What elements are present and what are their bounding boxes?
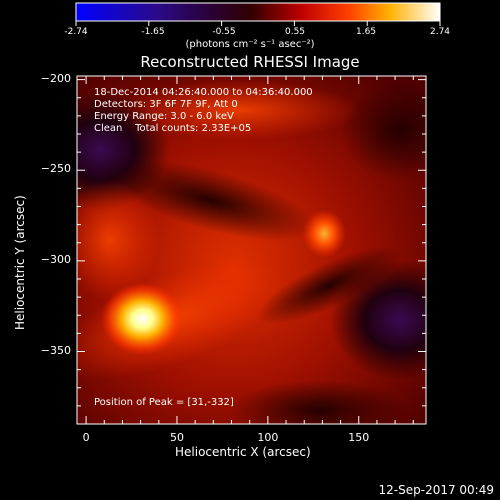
plot-frame: [76, 75, 427, 425]
colorbar-gradient: [75, 2, 441, 22]
secondary-source: [302, 209, 346, 258]
timestamp: 12-Sep-2017 00:49: [378, 483, 494, 497]
colorbar-tick-label: 1.65: [355, 27, 377, 37]
x-tick-label: 150: [348, 431, 370, 444]
x-axis-label: Heliocentric X (arcsec): [175, 445, 311, 459]
clean-total-counts-text: Clean Total counts: 2.33E+05: [94, 123, 252, 134]
colorbar-units: (photons cm⁻² s⁻¹ asec⁻²): [185, 39, 315, 50]
colorbar-tick-label: -0.55: [212, 27, 236, 37]
y-tick-label: −200: [40, 71, 71, 85]
colorbar-tick-label: 0.55: [284, 27, 306, 37]
y-tick-label: −250: [40, 162, 71, 176]
chart-title: Reconstructed RHESSI Image: [140, 53, 360, 71]
colorbar: [75, 2, 441, 26]
colorbar-tick-label: -1.65: [141, 27, 165, 37]
x-tick-label: 100: [257, 431, 279, 444]
peak-source: [101, 282, 184, 355]
y-tick-label: −300: [40, 252, 71, 266]
x-tick-label: 0: [82, 431, 90, 444]
colorbar-tick-label: 2.74: [429, 27, 451, 37]
energy-range-text: Energy Range: 3.0 - 6.0 keV: [94, 111, 234, 122]
colorbar-tick-label: -2.74: [64, 27, 88, 37]
detectors-text: Detectors: 3F 6F 7F 9F, Att 0: [94, 99, 238, 110]
time-range-text: 18-Dec-2014 04:26:40.000 to 04:36:40.000: [94, 87, 313, 98]
heatmap-image: [77, 76, 426, 424]
y-tick-label: −350: [40, 343, 71, 357]
peak-position-text: Position of Peak = [31,-332]: [94, 397, 234, 408]
y-axis-label: Heliocentric Y (arcsec): [13, 195, 27, 330]
x-tick-label: 50: [169, 431, 184, 444]
